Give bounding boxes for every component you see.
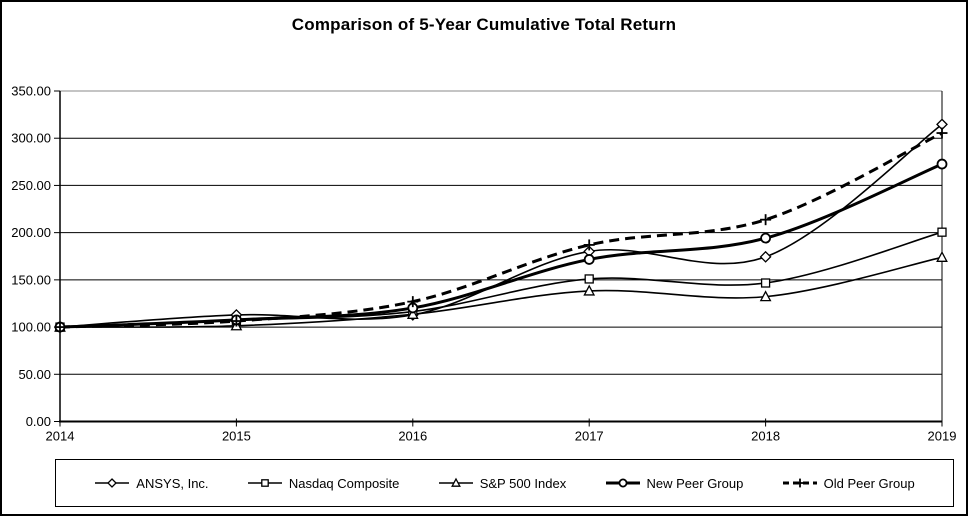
plus-marker-icon [54, 321, 66, 333]
legend-label: Nasdaq Composite [288, 475, 400, 491]
legend-marker-plus-icon [782, 478, 817, 488]
y-tick-label: 250.00 [11, 178, 51, 193]
x-tick-label: 2015 [222, 429, 251, 444]
legend-marker-diamond-icon [95, 478, 130, 488]
legend-item-sp500: S&P 500 Index [438, 475, 567, 491]
x-tick-label: 2017 [575, 429, 604, 444]
legend-label: Old Peer Group [823, 475, 915, 491]
y-tick-label: 300.00 [11, 131, 51, 146]
series-markers-s-p-500-index [54, 250, 948, 332]
circle-marker-icon [760, 232, 771, 244]
plus-marker-icon [936, 127, 948, 139]
circle-marker-icon [583, 254, 595, 265]
plus-marker-icon [583, 239, 595, 251]
triangle-marker-icon [450, 477, 461, 487]
x-tick-label: 2016 [398, 429, 427, 444]
gridlines [60, 90, 942, 375]
series-line-s-p-500-index [59, 256, 943, 328]
axis-labels: 0.00 50.00 100.00 150.00 200.00 250.00 300.00 3… [11, 84, 956, 444]
series-markers-ansys-inc [54, 118, 948, 333]
chart-title: Comparison of 5-Year Cumulative Total Re… [291, 15, 677, 34]
triangle-marker-icon [759, 290, 772, 302]
legend-marker-triangle-icon [438, 477, 473, 487]
square-marker-icon [260, 479, 269, 487]
y-tick-label: 0.00 [26, 414, 51, 429]
y-tick-label: 100.00 [11, 320, 51, 335]
y-tick-label: 350.00 [11, 84, 51, 99]
legend: ANSYS, Inc. Nasdaq Composite S&P 500 Ind… [55, 459, 954, 507]
square-marker-icon [760, 278, 771, 288]
series-markers-old-peer-group [54, 127, 948, 333]
x-tick-label: 2018 [751, 429, 780, 444]
legend-item-nasdaq: Nasdaq Composite [247, 475, 400, 491]
plus-marker-icon [230, 315, 242, 327]
diamond-marker-icon [759, 250, 772, 263]
series-line-old-peer-group [59, 131, 943, 329]
legend-item-ansys: ANSYS, Inc. [94, 475, 209, 491]
legend-label: ANSYS, Inc. [136, 475, 209, 491]
triangle-marker-icon [406, 307, 419, 319]
triangle-marker-icon [583, 284, 596, 296]
legend-label: New Peer Group [646, 475, 744, 491]
y-tick-label: 150.00 [11, 272, 51, 287]
x-tick-label: 2019 [928, 429, 957, 444]
circle-marker-icon [617, 478, 627, 488]
triangle-marker-icon [936, 250, 948, 262]
legend-item-new-peer: New Peer Group [605, 475, 744, 491]
legend-item-old-peer: Old Peer Group [782, 476, 915, 491]
legend-marker-circle-icon [605, 478, 640, 488]
square-marker-icon [584, 274, 594, 284]
square-marker-icon [937, 227, 947, 237]
legend-label: S&P 500 Index [479, 475, 567, 491]
y-tick-label: 200.00 [11, 225, 51, 240]
legend-marker-square-icon [247, 479, 282, 487]
x-tick-label: 2014 [46, 429, 75, 444]
series-line-ansys-inc [59, 123, 943, 328]
diamond-marker-icon [107, 478, 118, 488]
circle-marker-icon [936, 158, 948, 170]
plus-marker-icon [760, 214, 772, 226]
plus-marker-icon [407, 296, 419, 308]
y-tick-label: 50.00 [18, 367, 51, 382]
plus-marker-icon [795, 478, 805, 488]
series-line-new-peer-group [59, 162, 943, 329]
